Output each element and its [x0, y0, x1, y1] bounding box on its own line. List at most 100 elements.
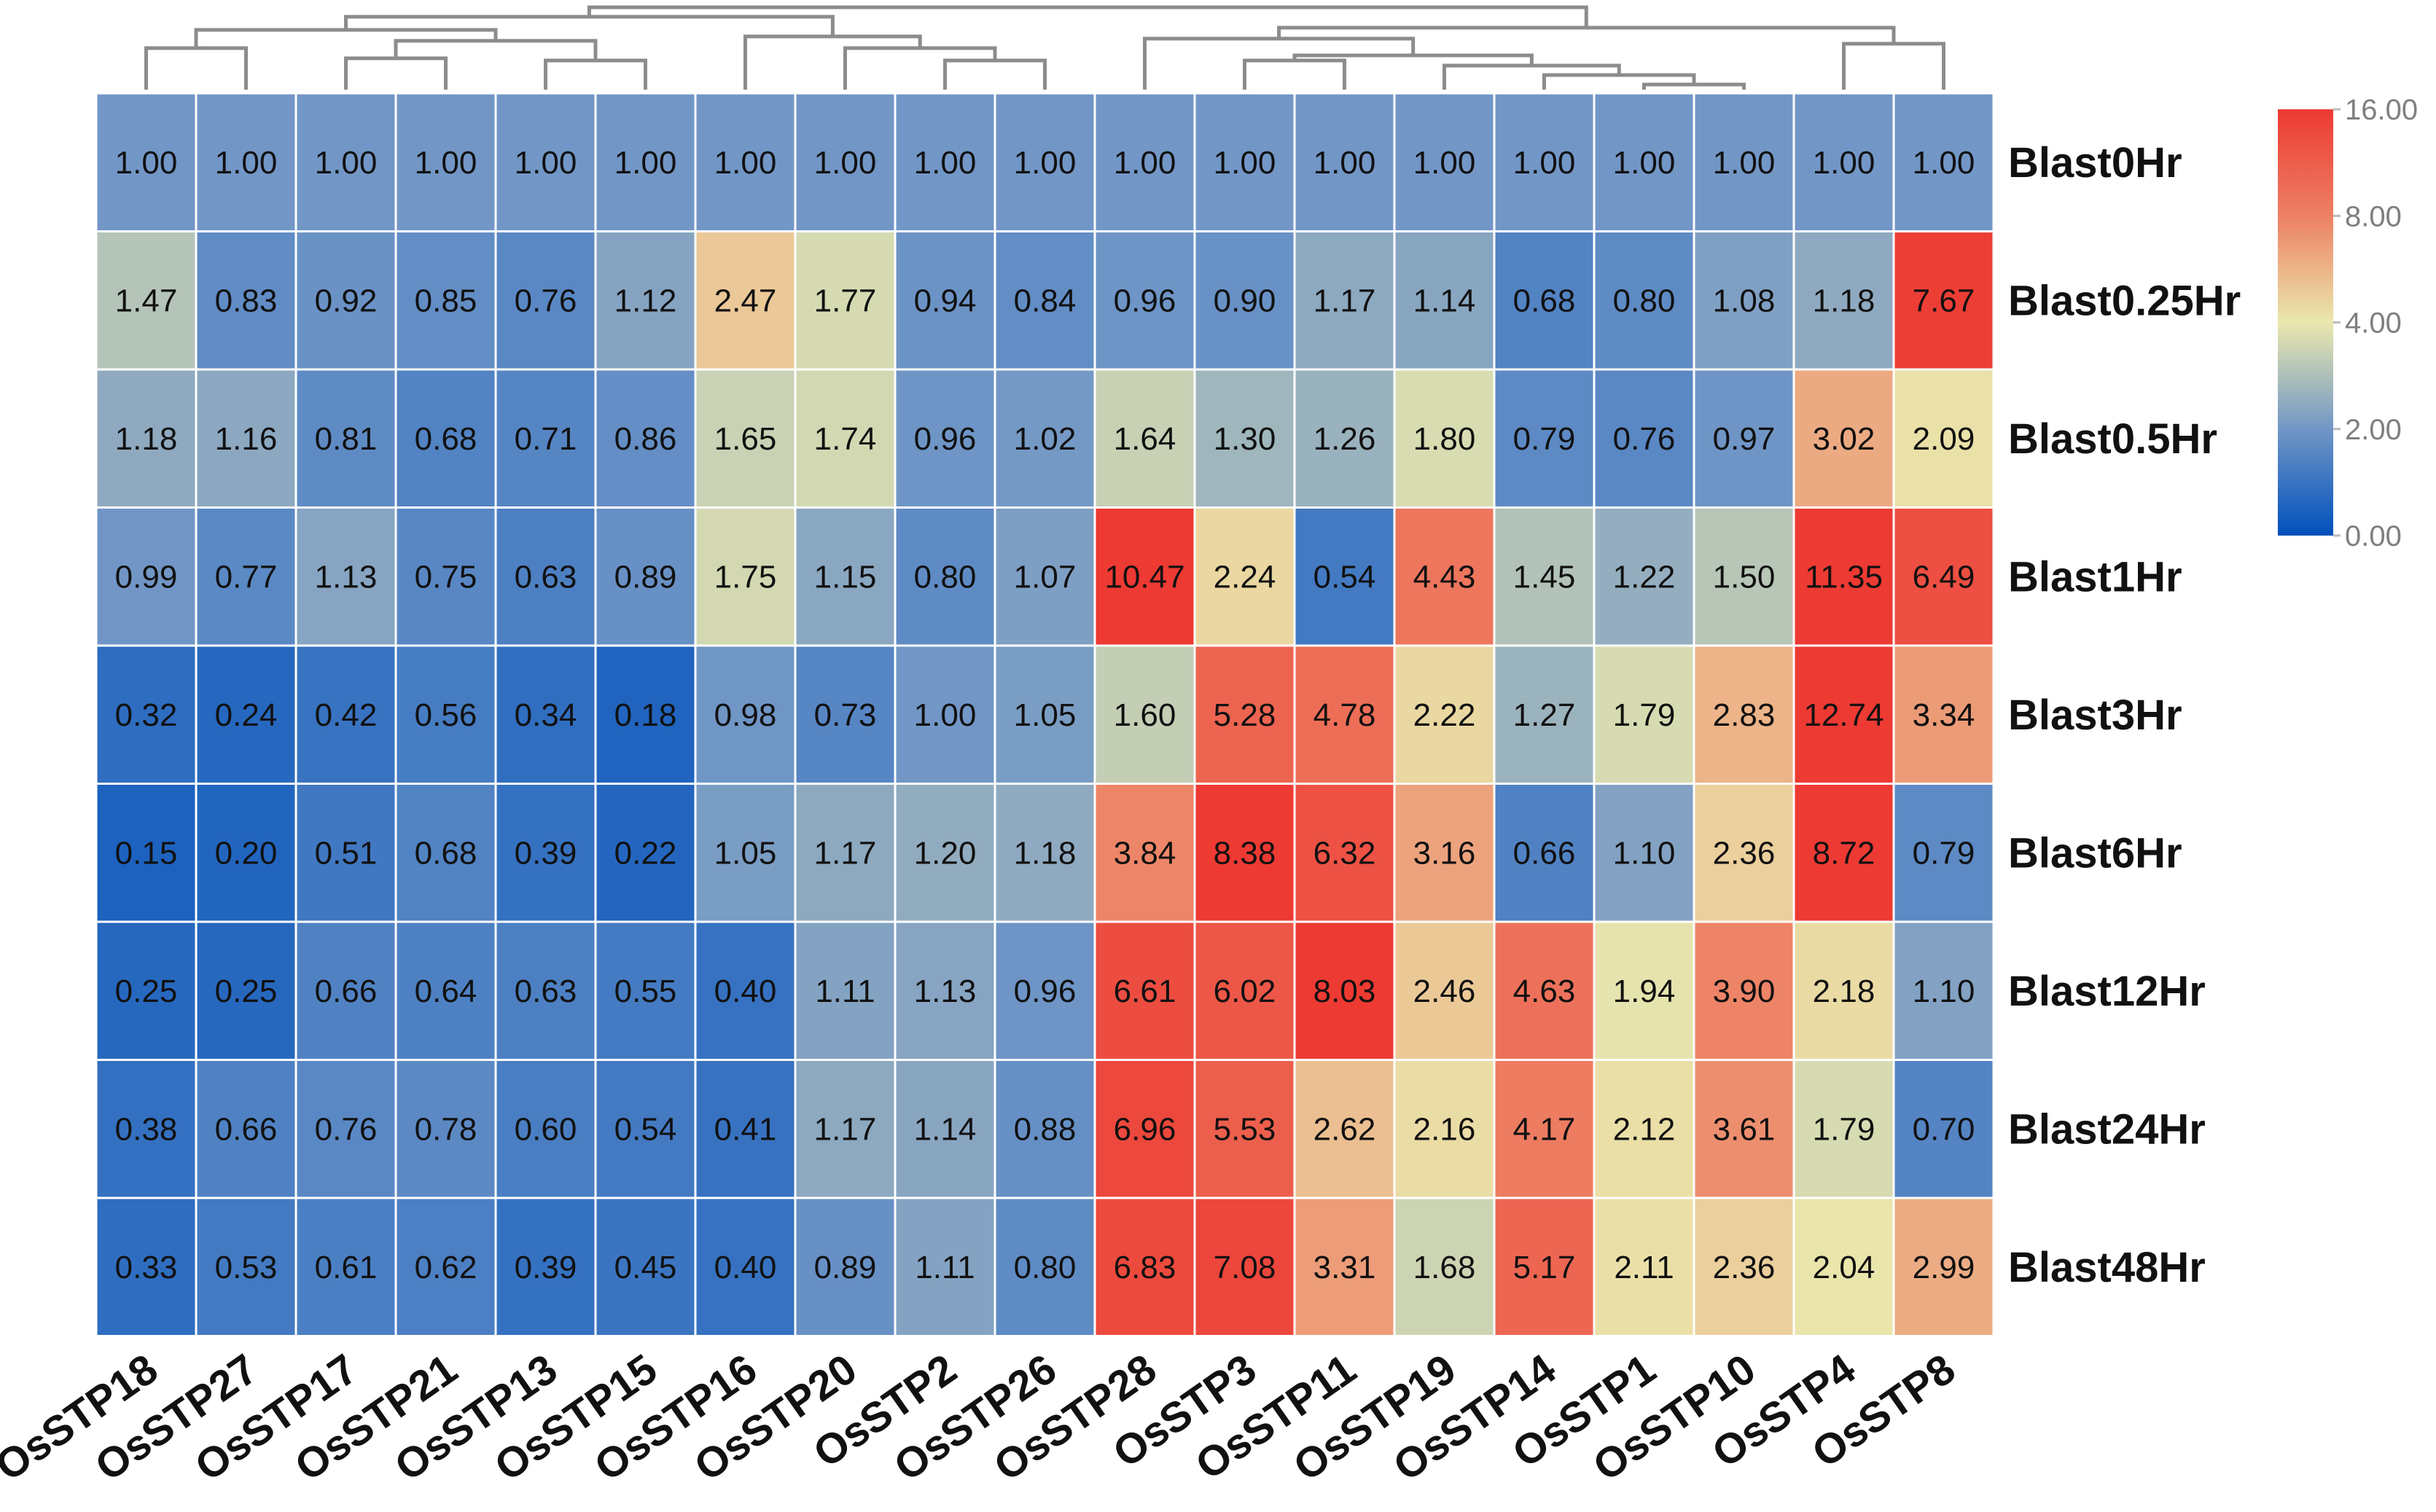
- heatmap-cell: [1693, 1196, 1795, 1337]
- heatmap-cell: [1892, 92, 1995, 232]
- cell-value-label: 0.53: [215, 1250, 278, 1285]
- heatmap-cell: [1093, 92, 1196, 232]
- heatmap-cell: [1393, 644, 1496, 785]
- cell-value-label: 1.50: [1713, 559, 1776, 595]
- heatmap-cell: [1593, 644, 1695, 785]
- cell-value-label: 6.96: [1114, 1111, 1176, 1147]
- cell-value-label: 0.63: [515, 974, 577, 1009]
- cell-value-label: 2.99: [1913, 1250, 1975, 1285]
- heatmap-cell: [1493, 920, 1596, 1061]
- heatmap-cell: [1493, 783, 1596, 923]
- dendrogram-branch: [587, 5, 1588, 28]
- cell-value-label: 2.12: [1613, 1111, 1676, 1147]
- heatmap-cell: [894, 783, 996, 923]
- heatmap-cell: [1593, 230, 1695, 371]
- heatmap-cell: [1193, 1196, 1296, 1337]
- cell-value-label: 2.47: [714, 283, 777, 318]
- heatmap-cell: [195, 1059, 297, 1199]
- heatmap-cell: [894, 1196, 996, 1337]
- cell-value-label: 0.75: [415, 559, 477, 595]
- cell-value-label: 0.45: [614, 1250, 677, 1285]
- cell-value-label: 0.34: [515, 697, 577, 733]
- heatmap-cell: [694, 783, 797, 923]
- column-dendrogram: [144, 5, 1945, 90]
- color-legend: 16.00 8.00 4.00 2.00 0.00: [2278, 94, 2418, 552]
- cell-value-label: 1.00: [1713, 145, 1776, 181]
- cell-value-label: 1.27: [1513, 697, 1576, 733]
- heatmap-cell: [993, 1059, 1096, 1199]
- dendrogram-branch: [1443, 63, 1621, 90]
- cell-value-label: 1.00: [714, 145, 777, 181]
- row-label: Blast3Hr: [2008, 692, 2182, 739]
- row-labels: Blast0Hr Blast0.25Hr Blast0.5Hr Blast1Hr Bla…: [2008, 139, 2241, 1291]
- cell-value-label: 0.32: [115, 697, 178, 733]
- cell-value-label: 1.00: [914, 697, 977, 733]
- cell-value-label: 0.92: [315, 283, 378, 318]
- cell-value-label: 0.25: [115, 974, 178, 1009]
- heatmap-cell: [594, 1196, 697, 1337]
- heatmap-cell: [494, 92, 597, 232]
- cell-value-label: 1.18: [1813, 283, 1875, 318]
- cell-value-label: 8.38: [1214, 835, 1276, 871]
- cell-value-label: 1.16: [215, 421, 278, 457]
- dendrogram-branch: [1842, 42, 1945, 90]
- heatmap-cell: [694, 230, 797, 371]
- cell-value-label: 0.39: [515, 1250, 577, 1285]
- cell-value-label: 6.61: [1114, 974, 1176, 1009]
- cell-value-label: 1.74: [814, 421, 877, 457]
- cell-value-label: 1.00: [1014, 145, 1077, 181]
- heatmap-cell: [1093, 506, 1196, 647]
- heatmap-cell: [794, 783, 897, 923]
- cell-value-label: 1.02: [1014, 421, 1077, 457]
- cell-value-label: 3.90: [1713, 974, 1776, 1009]
- heatmap-cell: [1593, 1059, 1695, 1199]
- cell-value-label: 1.18: [1014, 835, 1077, 871]
- heatmap-cell: [494, 920, 597, 1061]
- heatmap-cell: [195, 783, 297, 923]
- cell-value-label: 0.25: [215, 974, 278, 1009]
- heatmap-cell: [694, 368, 797, 509]
- cell-value-label: 0.33: [115, 1250, 178, 1285]
- heatmap-cell: [1293, 920, 1396, 1061]
- cell-value-label: 1.08: [1713, 283, 1776, 318]
- heatmap-cell: [1892, 644, 1995, 785]
- row-label: Blast0.5Hr: [2008, 415, 2217, 463]
- dendrogram-branch: [743, 34, 922, 90]
- cell-value-label: 0.97: [1713, 421, 1776, 457]
- heatmap-cell: [294, 644, 397, 785]
- heatmap-cell: [894, 1059, 996, 1199]
- cell-value-label: 8.03: [1313, 974, 1376, 1009]
- heatmap-cell: [894, 920, 996, 1061]
- heatmap-cell: [794, 1059, 897, 1199]
- cell-value-label: 1.64: [1114, 421, 1176, 457]
- legend-tick-label: 0.00: [2345, 520, 2402, 552]
- heatmap-cell: [494, 1059, 597, 1199]
- cell-value-label: 1.17: [814, 1111, 877, 1147]
- cell-value-label: 1.30: [1214, 421, 1276, 457]
- cell-value-label: 1.00: [1413, 145, 1476, 181]
- dendrogram-branch: [1642, 82, 1746, 90]
- cell-value-label: 1.15: [814, 559, 877, 595]
- heatmap-cell: [1493, 1196, 1596, 1337]
- heatmap-cell: [494, 783, 597, 923]
- heatmap-cell: [1193, 506, 1296, 647]
- heatmap-cell: [894, 644, 996, 785]
- heatmap-cell: [794, 1196, 897, 1337]
- cell-value-label: 0.39: [515, 835, 577, 871]
- heatmap-cell: [1493, 368, 1596, 509]
- heatmap-cell: [794, 644, 897, 785]
- cell-value-label: 1.00: [515, 145, 577, 181]
- cell-value-label: 1.79: [1813, 1111, 1875, 1147]
- cell-value-label: 0.76: [515, 283, 577, 318]
- cell-value-label: 1.20: [914, 835, 977, 871]
- heatmap-cell: [1892, 1196, 1995, 1337]
- heatmap-cell: [993, 506, 1096, 647]
- cell-value-label: 0.85: [415, 283, 477, 318]
- cell-value-label: 1.00: [1613, 145, 1676, 181]
- cell-value-label: 4.17: [1513, 1111, 1576, 1147]
- heatmap-cell: [1892, 783, 1995, 923]
- heatmap-cell: [1193, 644, 1296, 785]
- cell-value-label: 0.84: [1014, 283, 1077, 318]
- cell-value-label: 0.22: [614, 835, 677, 871]
- cell-value-label: 6.49: [1913, 559, 1975, 595]
